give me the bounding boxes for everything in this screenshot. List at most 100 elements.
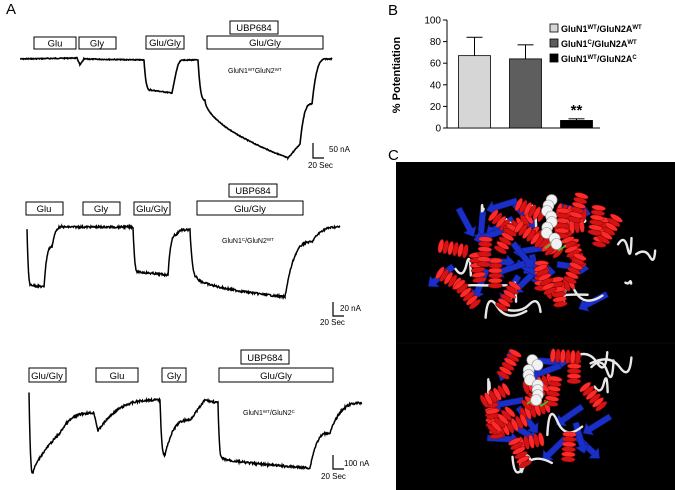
row-2-bar-4	[196, 200, 304, 216]
ligand-sphere	[550, 238, 563, 250]
chart-y-axis-label: % Potentiation	[391, 37, 403, 114]
chart-y-tick-label: 80	[430, 37, 442, 48]
chart-legend-entry: GluN1WT/GluN2AWT	[561, 24, 642, 34]
alpha-helix	[453, 279, 481, 310]
row-1-drug-bar	[229, 20, 279, 35]
panel-b-chart: 0 20 40 60 80 100 % Potentiation ** GluN1WT/G…	[391, 16, 642, 135]
alpha-helix	[487, 406, 516, 436]
chart-bar	[509, 58, 542, 129]
row-1-drug-label: UBP684	[236, 23, 271, 34]
alpha-helix	[479, 382, 511, 408]
alpha-helix	[544, 375, 563, 407]
row-3-bar-2	[95, 367, 139, 383]
row-2-scale-bar	[332, 302, 344, 317]
alpha-helix	[488, 257, 503, 289]
row-2: Glu Gly Glu/Gly UBP684 Glu/Gly GluN1C/Gl…	[25, 183, 362, 327]
coil-loop	[498, 300, 542, 314]
row-2-bar-3	[133, 201, 171, 216]
coil-loop	[624, 280, 633, 285]
row-1-bar-3	[145, 35, 185, 50]
chart-legend-entry: GluN1WT/GluN2AC	[561, 54, 637, 64]
chart-legend: GluN1WT/GluN2AWT GluN1C/GluN2AWT GluN1WT/G…	[549, 23, 642, 64]
row-3-bar-3	[161, 367, 187, 383]
row-2-scale-y: 20 nA	[340, 304, 362, 313]
row-3-bar-3-label: Gly	[167, 371, 182, 382]
alpha-helix	[560, 431, 577, 463]
panel-c-structure-image	[396, 162, 675, 490]
ligand-sphere	[540, 227, 553, 239]
alpha-helix	[549, 276, 568, 308]
row-3-bar-1-label: Glu/Gly	[31, 371, 63, 382]
row-2-bar-4-label: Glu/Gly	[234, 204, 266, 215]
row-3-drug-label: UBP684	[247, 353, 282, 364]
chart-y-tick-label: 60	[430, 59, 442, 70]
alpha-helix	[495, 281, 522, 312]
row-2-current-trace	[26, 223, 341, 301]
row-2-bar-1-label: Glu	[37, 204, 52, 215]
chart-y-tick-label: 100	[424, 16, 441, 27]
row-3-scale-bar	[332, 455, 344, 470]
row-3-bar-1	[28, 367, 67, 383]
row-1-bar-1	[33, 36, 77, 50]
alpha-helix	[496, 348, 522, 380]
chart-legend-entry: GluN1C/GluN2AWT	[561, 39, 637, 49]
coil-loop	[593, 377, 609, 394]
protein-structure-top	[428, 192, 657, 319]
ligand-sphere	[530, 394, 542, 406]
row-1-current-trace	[20, 56, 333, 161]
beta-sheet-arrow	[582, 413, 613, 436]
alpha-helix	[514, 220, 545, 248]
chart-legend-swatch	[549, 23, 559, 33]
row-2-bar-3-label: Glu/Gly	[136, 204, 168, 215]
row-2-drug-bar	[228, 183, 278, 198]
row-1-bar-4-label: Glu/Gly	[249, 38, 281, 49]
alpha-helix	[534, 264, 557, 295]
row-3-drug-bar	[240, 349, 290, 365]
alpha-helix	[437, 239, 469, 259]
row-1-scale-y: 50 nA	[329, 145, 351, 154]
chart-legend-swatch	[549, 53, 559, 63]
row-3-bar-4-label: Glu/Gly	[260, 371, 292, 382]
row-3-bar-4	[218, 367, 334, 383]
chart-y-tick-label: 0	[435, 124, 441, 135]
coil-loop	[480, 203, 485, 213]
panel-letter-c: C	[388, 147, 399, 164]
beta-sheet-arrow	[455, 206, 477, 238]
coil-loop	[635, 249, 657, 261]
row-3-scale-x: 20 Sec	[321, 472, 346, 481]
row-1-bar-2	[78, 36, 117, 50]
row-3-construct-label: GluN1WT/GluN2C	[243, 409, 296, 418]
row-2-bar-1	[25, 201, 64, 216]
alpha-helix	[554, 207, 571, 239]
coil-loop	[589, 356, 633, 374]
row-2-bar-2-label: Gly	[94, 204, 109, 215]
chart-y-tick-label: 40	[430, 80, 442, 91]
row-3: Glu/Gly Glu Gly UBP684 Glu/Gly GluN1WT/G…	[28, 349, 370, 481]
chart-bars	[458, 36, 593, 129]
row-1-bar-4	[206, 35, 324, 50]
beta-sheet-arrow	[542, 435, 568, 461]
alpha-helix	[587, 204, 606, 236]
alpha-helix	[597, 213, 623, 245]
chart-bar	[560, 120, 593, 129]
row-3-bar-2-label: Glu	[110, 371, 125, 382]
chart-bar	[458, 55, 491, 129]
alpha-helix	[550, 348, 581, 365]
row-1: Glu Gly Glu/Gly UBP684 Glu/Gly GluN1WTGl…	[20, 20, 351, 170]
chart-significance-annotation: **	[571, 102, 583, 119]
row-1-bar-1-label: Glu	[48, 39, 63, 50]
panel-letter-b: B	[388, 2, 398, 19]
row-3-current-trace	[28, 392, 363, 474]
beta-sheet-arrow	[510, 240, 534, 269]
row-2-bar-2	[82, 201, 121, 216]
row-2-scale-x: 20 Sec	[320, 318, 345, 327]
row-1-bar-2-label: Gly	[90, 39, 105, 50]
row-1-bar-3-label: Glu/Gly	[149, 38, 181, 49]
row-2-construct-label: GluN1C/GluN2WT	[222, 237, 274, 246]
alpha-helix	[567, 192, 589, 224]
alpha-helix	[563, 253, 587, 284]
row-1-scale-x: 20 Sec	[308, 161, 333, 170]
coil-loop	[616, 236, 633, 255]
row-1-scale-bar	[312, 143, 324, 159]
